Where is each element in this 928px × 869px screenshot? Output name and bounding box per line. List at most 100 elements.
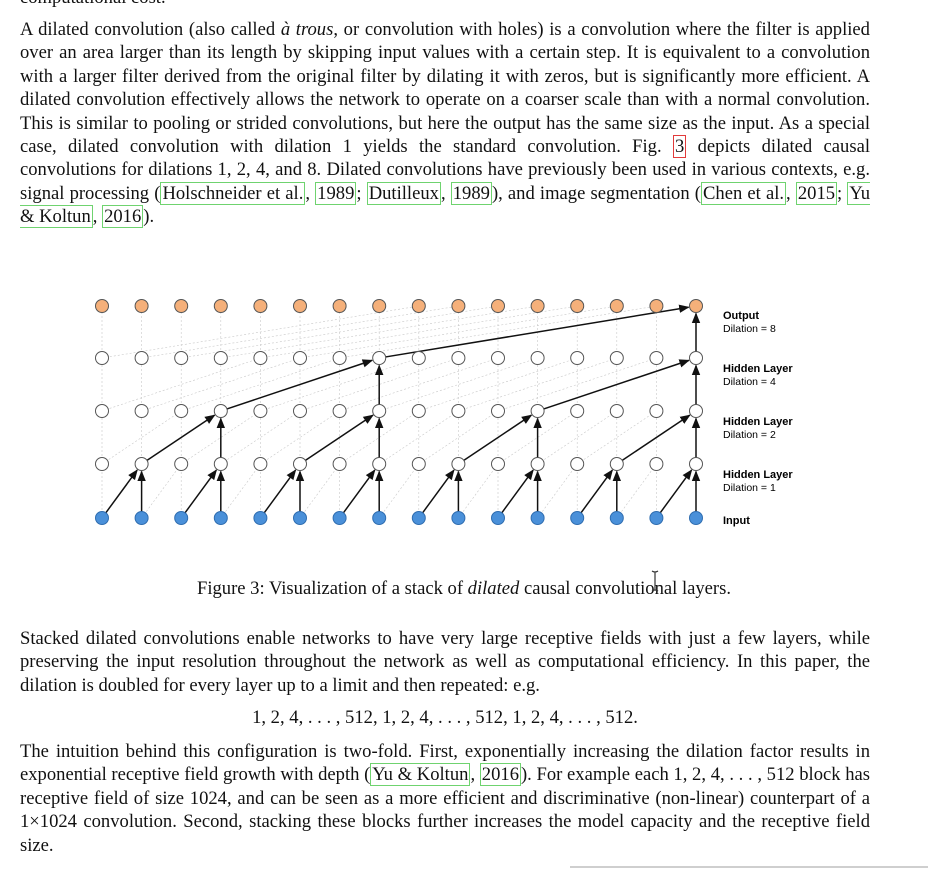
dilated-edge-arrow (621, 414, 691, 462)
output-node (174, 299, 189, 313)
hidden-node (95, 351, 109, 365)
grid-connection (141, 463, 182, 519)
layer-dilation-hidden-1: Dilation = 1 (723, 482, 776, 494)
input-node (174, 511, 189, 525)
hidden-node (213, 351, 228, 365)
hidden-node (411, 457, 426, 471)
hidden-node (609, 457, 624, 471)
hidden-node (609, 404, 624, 418)
text: , (92, 206, 103, 228)
citation-link[interactable]: 1989 (450, 181, 492, 205)
citation-link[interactable]: Yu & Koltun (20, 181, 871, 229)
output-node (530, 299, 545, 313)
citation-link[interactable]: Holschneider et al. (160, 181, 306, 205)
network-nodes (95, 299, 703, 525)
citation-link[interactable]: Dutilleux (366, 181, 441, 205)
hidden-node (95, 404, 109, 418)
hidden-node (570, 404, 585, 418)
hidden-node (174, 351, 189, 365)
dilated-edges (105, 304, 701, 514)
hidden-node (293, 404, 307, 418)
hidden-node (411, 351, 426, 365)
hidden-node (689, 351, 703, 365)
hidden-node (253, 351, 268, 365)
grid-connection (458, 463, 499, 519)
paragraph-dilated-convolution: A dilated convolution (also called à tro… (20, 18, 871, 229)
connection-grid (101, 305, 697, 519)
layer-label-hidden-4: Hidden Layer (723, 363, 793, 375)
dilation-sequence-equation: 1, 2, 4, . . . , 512, 1, 2, 4, . . . , 5… (252, 707, 638, 728)
layer-label-input: Input (723, 515, 750, 527)
layer-dilation-hidden-4: Dilation = 4 (723, 376, 776, 388)
hidden-node (134, 351, 149, 365)
input-node (253, 511, 268, 525)
input-node (689, 511, 703, 525)
paragraph-stacked-dilations: Stacked dilated convolutions enable netw… (20, 628, 870, 696)
caption-emphasis: dilated (467, 578, 520, 599)
input-node (95, 511, 109, 525)
dilated-edge-arrow (105, 469, 138, 514)
dilated-edge-arrow (226, 359, 374, 410)
input-node (451, 511, 466, 525)
hidden-node (213, 457, 228, 471)
dilated-edge-arrow (422, 469, 455, 514)
hidden-node (570, 351, 585, 365)
citation-link[interactable]: 2016 (479, 763, 521, 787)
text: The intuition behind this configuration … (20, 741, 870, 786)
text: , (786, 182, 796, 204)
text: ). (143, 206, 155, 228)
text: , (440, 182, 451, 204)
output-node (134, 299, 149, 313)
layer-dilation-hidden-2: Dilation = 2 (723, 429, 776, 441)
text: , or convolution with holes) is a convol… (20, 19, 870, 158)
text: depicts dilated causal convolutions for … (20, 136, 870, 204)
hidden-node (649, 457, 664, 471)
hidden-node (491, 404, 505, 418)
text: , (470, 764, 480, 786)
input-node (293, 511, 307, 525)
hidden-node (332, 351, 347, 365)
grid-connection (220, 463, 261, 519)
dilated-edge-arrow (146, 414, 216, 462)
grid-connection (299, 463, 340, 519)
text-cursor-icon (651, 570, 659, 592)
input-node (609, 511, 624, 525)
dilated-edge-arrow (304, 414, 374, 462)
input-node (372, 511, 387, 525)
hidden-node (293, 457, 307, 471)
grid-connection (616, 463, 657, 519)
output-node (372, 299, 387, 313)
hidden-node (332, 457, 347, 471)
hidden-node (451, 351, 466, 365)
layer-label-output: Output (723, 310, 759, 322)
output-node (293, 299, 307, 313)
output-node (609, 299, 624, 313)
hidden-node (689, 404, 703, 418)
hidden-node (372, 404, 387, 418)
previous-paragraph-cut: computational cost. (20, 0, 166, 9)
hidden-node (253, 457, 268, 471)
input-node (213, 511, 228, 525)
citation-link[interactable]: Chen et al. (701, 181, 787, 205)
output-node (491, 299, 505, 313)
text: ; (356, 182, 367, 204)
layer-labels: Output Dilation = 8 Hidden Layer Dilatio… (723, 310, 793, 527)
input-node (570, 511, 585, 525)
dilated-edge-arrow (543, 359, 690, 410)
page-divider (570, 866, 928, 868)
hidden-node (411, 404, 426, 418)
citation-link[interactable]: 2016 (102, 205, 144, 229)
hidden-node (134, 457, 149, 471)
dilated-edge-arrow (342, 469, 376, 514)
hidden-node (253, 404, 268, 418)
figure-reference-link[interactable]: 3 (672, 135, 687, 159)
dilated-edge-arrow (580, 469, 613, 514)
hidden-node (530, 404, 545, 418)
hidden-node (649, 404, 664, 418)
citation-link[interactable]: 2015 (795, 181, 838, 205)
citation-link[interactable]: Yu & Koltun (370, 763, 471, 787)
output-node (689, 299, 703, 313)
output-node (213, 299, 228, 313)
input-node (411, 511, 426, 525)
citation-link[interactable]: 1989 (315, 181, 357, 205)
